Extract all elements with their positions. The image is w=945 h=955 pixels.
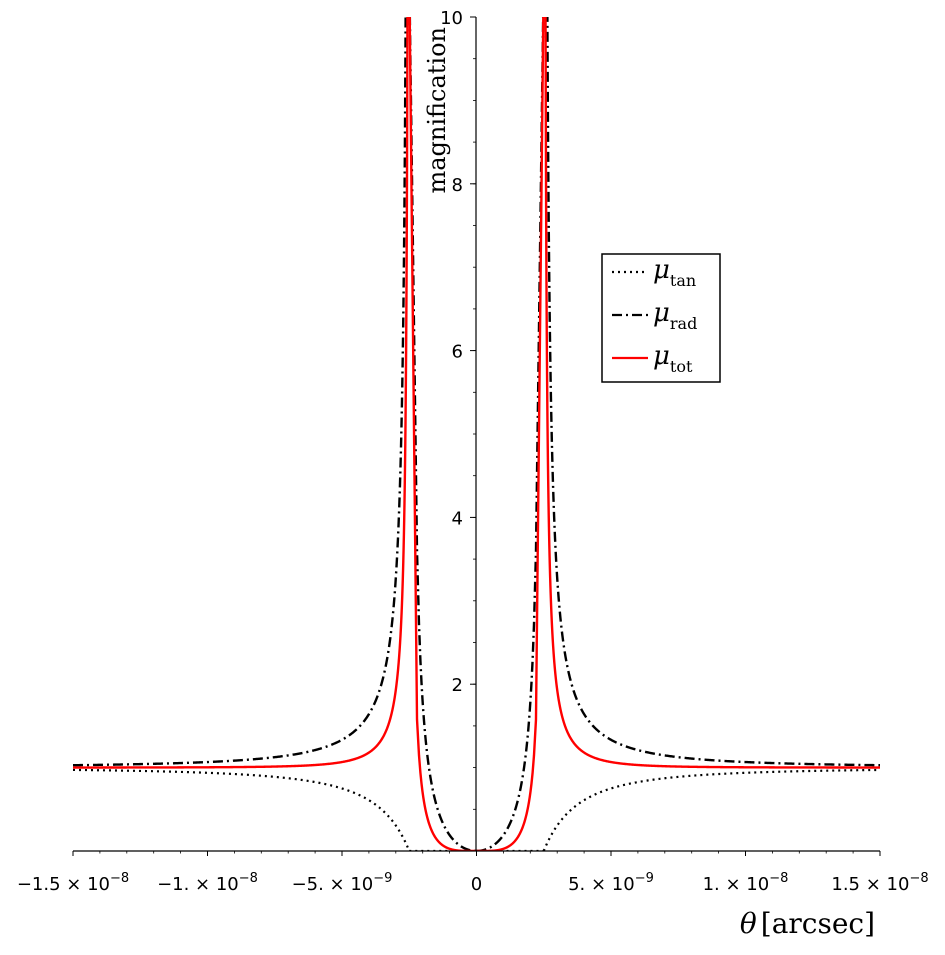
series-rad-line (408, 17, 478, 851)
y-axis-title: magnification (423, 27, 451, 194)
y-tick-label: 8 (452, 175, 463, 196)
series-tan-line (73, 768, 411, 851)
x-tick-label: 1.5 × 10−8 (831, 871, 928, 895)
y-tick-label: 4 (452, 508, 463, 529)
y-tick-label: 2 (452, 675, 463, 696)
x-tick-label: 0 (471, 874, 482, 895)
y-tick-label: 6 (452, 342, 463, 363)
axes-layer (73, 17, 880, 852)
series-tot-line (475, 17, 545, 851)
x-axis-unit: [arcsec] (761, 907, 875, 940)
x-tick-label: 1. × 10−8 (703, 871, 789, 895)
series-tot-line (73, 17, 409, 769)
y-tick-label: 10 (440, 8, 463, 29)
series-rad-line (475, 17, 545, 851)
ticks-layer: −1.5 × 10−8 −1. × 10−8 −5. × 10−9 0 5. × 10−… (17, 8, 929, 895)
x-axis-symbol: θ (740, 907, 757, 940)
legend: μtan μrad μtot (601, 253, 721, 383)
legend-label-tan: μtan (653, 255, 696, 290)
legend-box (601, 253, 721, 383)
x-axis-title: θ [arcsec] (740, 907, 875, 940)
x-tick-label: −1. × 10−8 (157, 871, 258, 895)
x-tick-label: −1.5 × 10−8 (17, 871, 129, 895)
x-tick-label: 5. × 10−9 (568, 871, 654, 895)
legend-label-tot: μtot (653, 341, 693, 376)
series-tot-line (544, 17, 880, 769)
series-rad-line (73, 17, 407, 767)
series-rad-line (546, 17, 880, 767)
series-tan-line (542, 768, 880, 851)
x-tick-label: −5. × 10−9 (292, 871, 393, 895)
legend-label-rad: μrad (653, 298, 697, 333)
